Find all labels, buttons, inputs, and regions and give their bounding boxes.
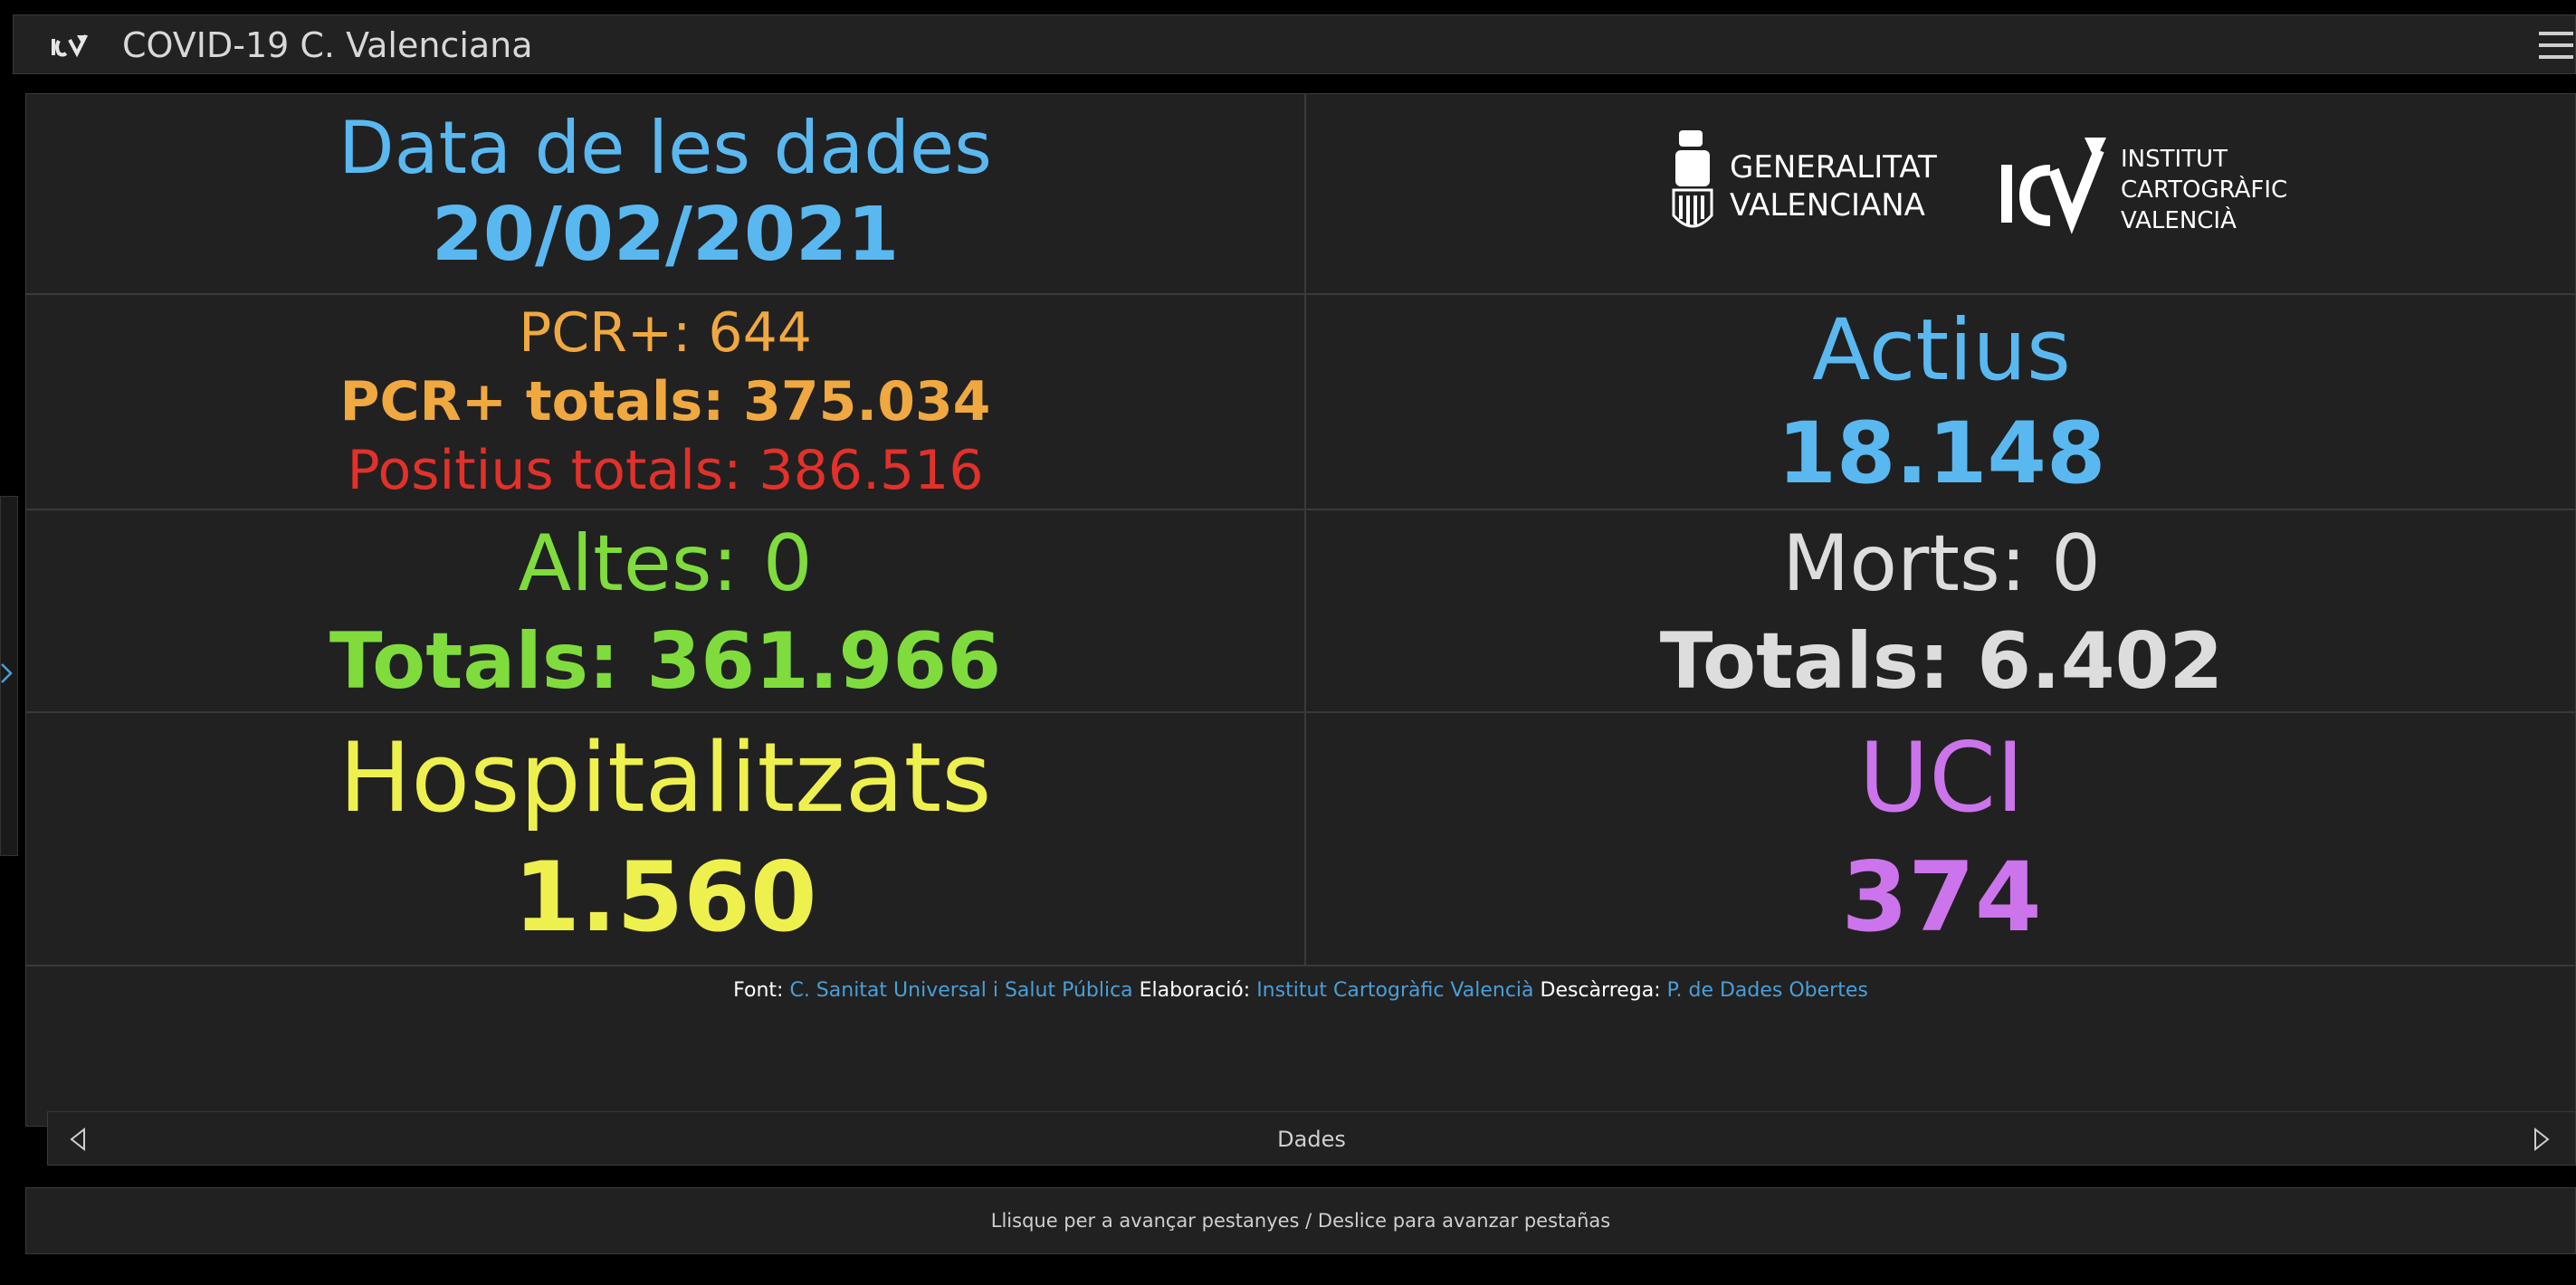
swipe-hint: Llisque per a avançar pestanyes / Deslic… [25, 1187, 2576, 1254]
source-link[interactable]: C. Sanitat Universal i Salut Pública [789, 979, 1133, 1002]
logos-area: GENERALITAT VALENCIANA INSTITUT CARTOGRÀ… [1306, 94, 2576, 293]
row-divider [26, 509, 2575, 510]
row-divider [26, 965, 2575, 966]
app-header: COVID-19 C. Valenciana [13, 14, 2576, 74]
deaths-daily: Morts: 0 [1782, 519, 2101, 609]
gv-logo-line1: GENERALITAT [1730, 149, 1937, 186]
generalitat-valenciana-logo: GENERALITAT VALENCIANA [1672, 130, 1937, 228]
active-label: Actius [1812, 301, 2071, 400]
pcr-daily: PCR+: 644 [519, 301, 812, 365]
hospitalized-value: 1.560 [513, 842, 817, 953]
deaths-total: Totals: 6.402 [1659, 616, 2224, 707]
previous-tab-icon[interactable] [66, 1127, 90, 1152]
column-divider [1304, 94, 1306, 965]
made-label: Elaboració: [1139, 979, 1251, 1002]
app-title: COVID-19 C. Valenciana [122, 25, 533, 65]
pcr-total: PCR+ totals: 375.034 [339, 370, 991, 433]
icv-app-icon [52, 34, 88, 58]
current-tab-label: Dades [1277, 1127, 1346, 1152]
sources-footer: Font: C. Sanitat Universal i Salut Públi… [26, 979, 2575, 1002]
discharges-total: Totals: 361.966 [329, 616, 1002, 707]
gv-logo-line2: VALENCIANA [1730, 187, 1925, 224]
icu-value: 374 [1841, 842, 2042, 953]
active-value: 18.148 [1777, 405, 2106, 503]
institut-cartografic-logo: INSTITUT CARTOGRÀFIC VALENCIÀ [2001, 138, 2287, 234]
positives-total: Positius totals: 386.516 [347, 439, 984, 502]
icv-logo-line1: INSTITUT [2121, 146, 2228, 173]
data-date-label: Data de les dades [339, 106, 992, 190]
made-link[interactable]: Institut Cartogràfic Valencià [1256, 979, 1534, 1002]
next-tab-icon[interactable] [2530, 1127, 2553, 1152]
expand-panel-icon[interactable] [0, 661, 13, 686]
download-label: Descàrrega: [1540, 979, 1661, 1002]
icv-logo-line3: VALENCIÀ [2121, 205, 2237, 234]
icv-logo-line2: CARTOGRÀFIC [2121, 175, 2287, 204]
source-label: Font: [733, 979, 784, 1002]
tab-navigation: Dades [47, 1111, 2576, 1166]
data-date-value: 20/02/2021 [431, 192, 900, 278]
dashboard-panel: Data de les dades 20/02/2021 GENERALITAT… [25, 93, 2576, 1127]
hamburger-menu-icon[interactable] [2539, 32, 2573, 61]
discharges-daily: Altes: 0 [518, 519, 813, 609]
download-link[interactable]: P. de Dades Obertes [1666, 979, 1868, 1002]
row-divider [26, 711, 2575, 713]
hospitalized-label: Hospitalitzats [339, 722, 992, 833]
icu-label: UCI [1858, 722, 2025, 833]
row-divider [26, 293, 2575, 295]
